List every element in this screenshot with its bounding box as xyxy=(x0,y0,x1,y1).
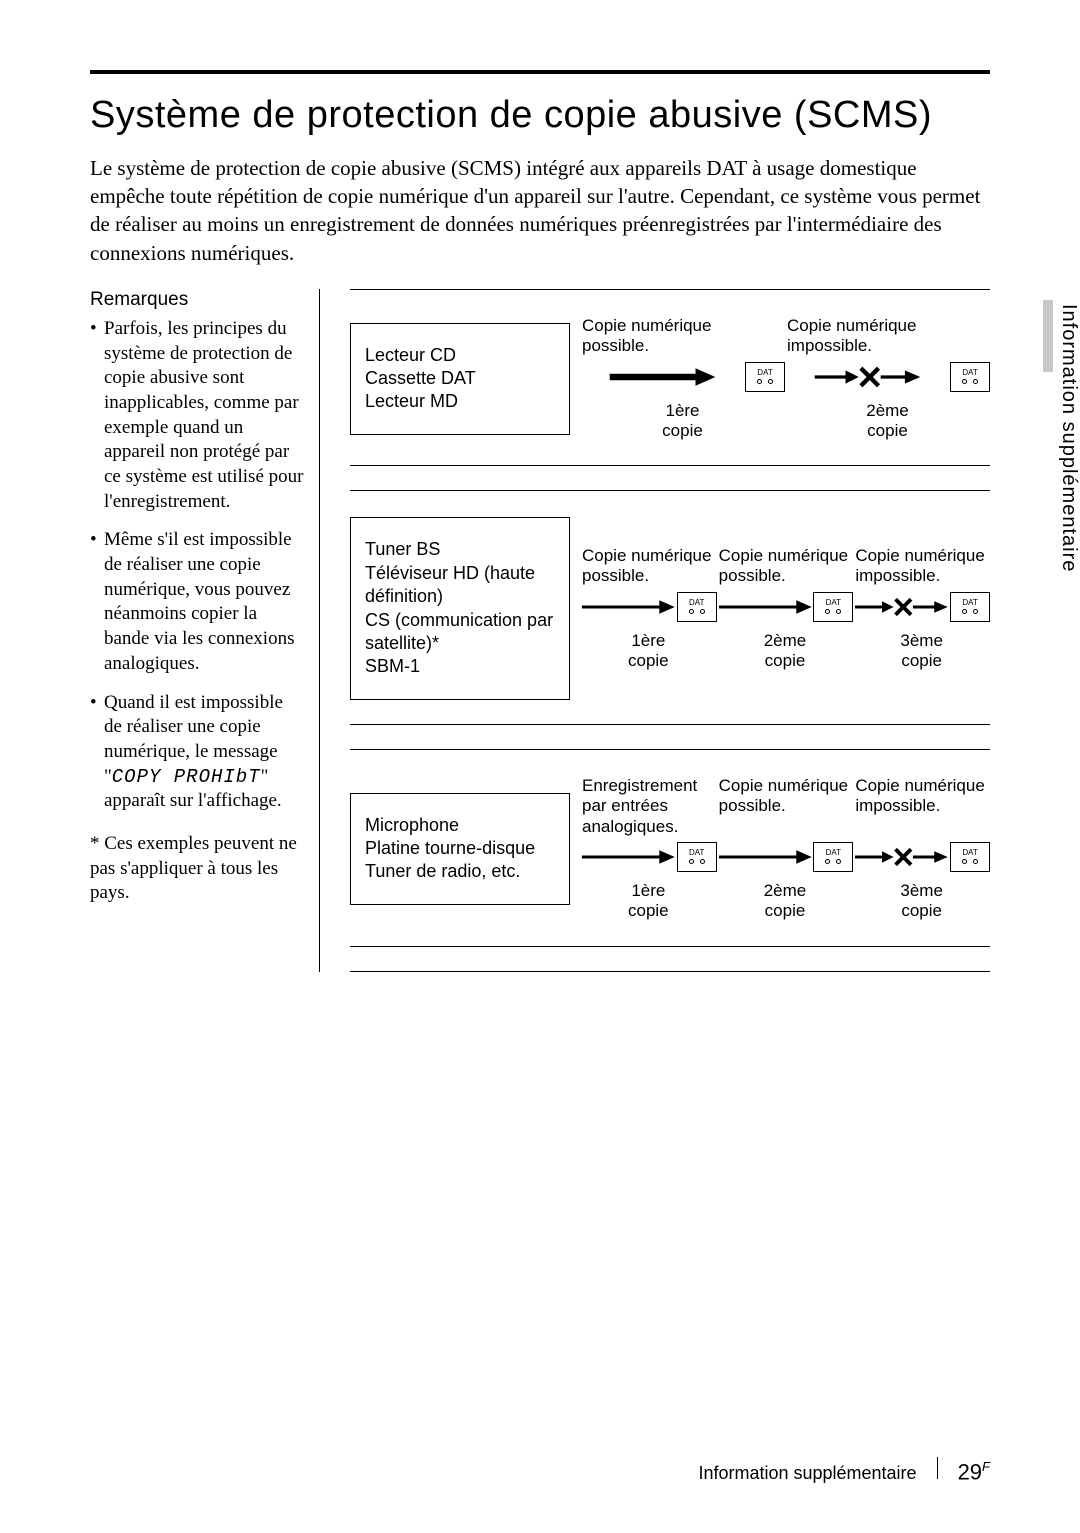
remarks-heading: Remarques xyxy=(90,289,305,311)
step-bottom-label: 3èmecopie xyxy=(853,631,990,672)
source-box: Lecteur CDCassette DATLecteur MD xyxy=(350,323,570,435)
page-title: Système de protection de copie abusive (… xyxy=(90,92,990,140)
arrow-thin-icon xyxy=(580,846,677,868)
step-top-label: Copie numérique impossible. xyxy=(853,546,990,587)
arrow-bold-icon xyxy=(580,366,745,388)
intro-paragraph: Le système de protection de copie abusiv… xyxy=(90,154,990,267)
step-bottom-label: 2èmecopie xyxy=(717,881,854,922)
closing-rule xyxy=(350,971,990,972)
remark-item: Même s'il est impossible de réaliser une… xyxy=(104,528,305,676)
footer-separator xyxy=(937,1457,938,1479)
dat-icon: DAT xyxy=(813,842,853,872)
arrow-cross-icon xyxy=(853,846,950,868)
flow: Copie numérique possible.Copie numérique… xyxy=(580,546,990,672)
step-top-label: Enregistrement par entrées analogiques. xyxy=(580,776,717,837)
step-bottom-label: 2èmecopie xyxy=(717,631,854,672)
diagram-block: MicrophonePlatine tourne-disqueTuner de … xyxy=(350,749,990,947)
step-top-label: Copie numérique possible. xyxy=(580,546,717,587)
step-top-label: Copie numérique possible. xyxy=(717,546,854,587)
display-message: COPY PROHIbT xyxy=(112,766,261,788)
remarks-list: Parfois, les principes du système de pro… xyxy=(90,317,305,814)
arrow-thin-icon xyxy=(717,596,814,618)
side-tab: Information supplémentaire xyxy=(1043,300,1080,572)
diagrams-column: Lecteur CDCassette DATLecteur MDCopie nu… xyxy=(350,289,990,972)
top-labels: Enregistrement par entrées analogiques.C… xyxy=(580,776,990,837)
diagram-block: Tuner BSTéléviseur HD (haute définition)… xyxy=(350,490,990,724)
dat-icon: DAT xyxy=(950,362,990,392)
step-top-label: Copie numérique impossible. xyxy=(853,776,990,837)
arrow-cross-icon xyxy=(785,366,950,388)
dat-icon: DAT xyxy=(677,592,717,622)
top-labels: Copie numérique possible.Copie numérique… xyxy=(580,546,990,587)
step-top-label: Copie numérique impossible. xyxy=(785,316,990,357)
side-label: Information supplémentaire xyxy=(1057,300,1080,572)
flow: Copie numérique possible.Copie numérique… xyxy=(580,316,990,442)
dat-icon: DAT xyxy=(677,842,717,872)
dat-icon: DAT xyxy=(745,362,785,392)
step-top-label: Copie numérique possible. xyxy=(717,776,854,837)
top-labels: Copie numérique possible.Copie numérique… xyxy=(580,316,990,357)
arrow-thin-icon xyxy=(717,846,814,868)
top-rule xyxy=(90,70,990,74)
remarks-column: Remarques Parfois, les principes du syst… xyxy=(90,289,320,972)
arrow-cross-icon xyxy=(853,596,950,618)
dat-icon: DAT xyxy=(813,592,853,622)
diagram-block: Lecteur CDCassette DATLecteur MDCopie nu… xyxy=(350,289,990,467)
remark-item: Quand il est impossible de réaliser une … xyxy=(104,691,305,814)
step-top-label: Copie numérique possible. xyxy=(580,316,785,357)
flow: Enregistrement par entrées analogiques.C… xyxy=(580,776,990,922)
bottom-labels: 1èrecopie2èmecopie3èmecopie xyxy=(580,881,990,922)
dat-icon: DAT xyxy=(950,592,990,622)
footer-label: Information supplémentaire xyxy=(698,1463,916,1484)
page-footer: Information supplémentaire 29F xyxy=(698,1457,990,1485)
footnote: * Ces exemples peuvent ne pas s'applique… xyxy=(90,832,305,906)
bottom-labels: 1èrecopie2èmecopie xyxy=(580,401,990,442)
tab-marker xyxy=(1043,300,1053,372)
source-box: MicrophonePlatine tourne-disqueTuner de … xyxy=(350,793,570,905)
remark-item: Parfois, les principes du système de pro… xyxy=(104,317,305,515)
step-bottom-label: 1èrecopie xyxy=(580,631,717,672)
arrow-line: DAT DAT DAT xyxy=(580,587,990,627)
step-bottom-label: 3èmecopie xyxy=(853,881,990,922)
step-bottom-label: 1èrecopie xyxy=(580,881,717,922)
source-box: Tuner BSTéléviseur HD (haute définition)… xyxy=(350,517,570,699)
bottom-labels: 1èrecopie2èmecopie3èmecopie xyxy=(580,631,990,672)
step-bottom-label: 1èrecopie xyxy=(580,401,785,442)
arrow-thin-icon xyxy=(580,596,677,618)
arrow-line: DAT DAT xyxy=(580,357,990,397)
arrow-line: DAT DAT DAT xyxy=(580,837,990,877)
step-bottom-label: 2èmecopie xyxy=(785,401,990,442)
dat-icon: DAT xyxy=(950,842,990,872)
page-number: 29F xyxy=(958,1459,990,1485)
